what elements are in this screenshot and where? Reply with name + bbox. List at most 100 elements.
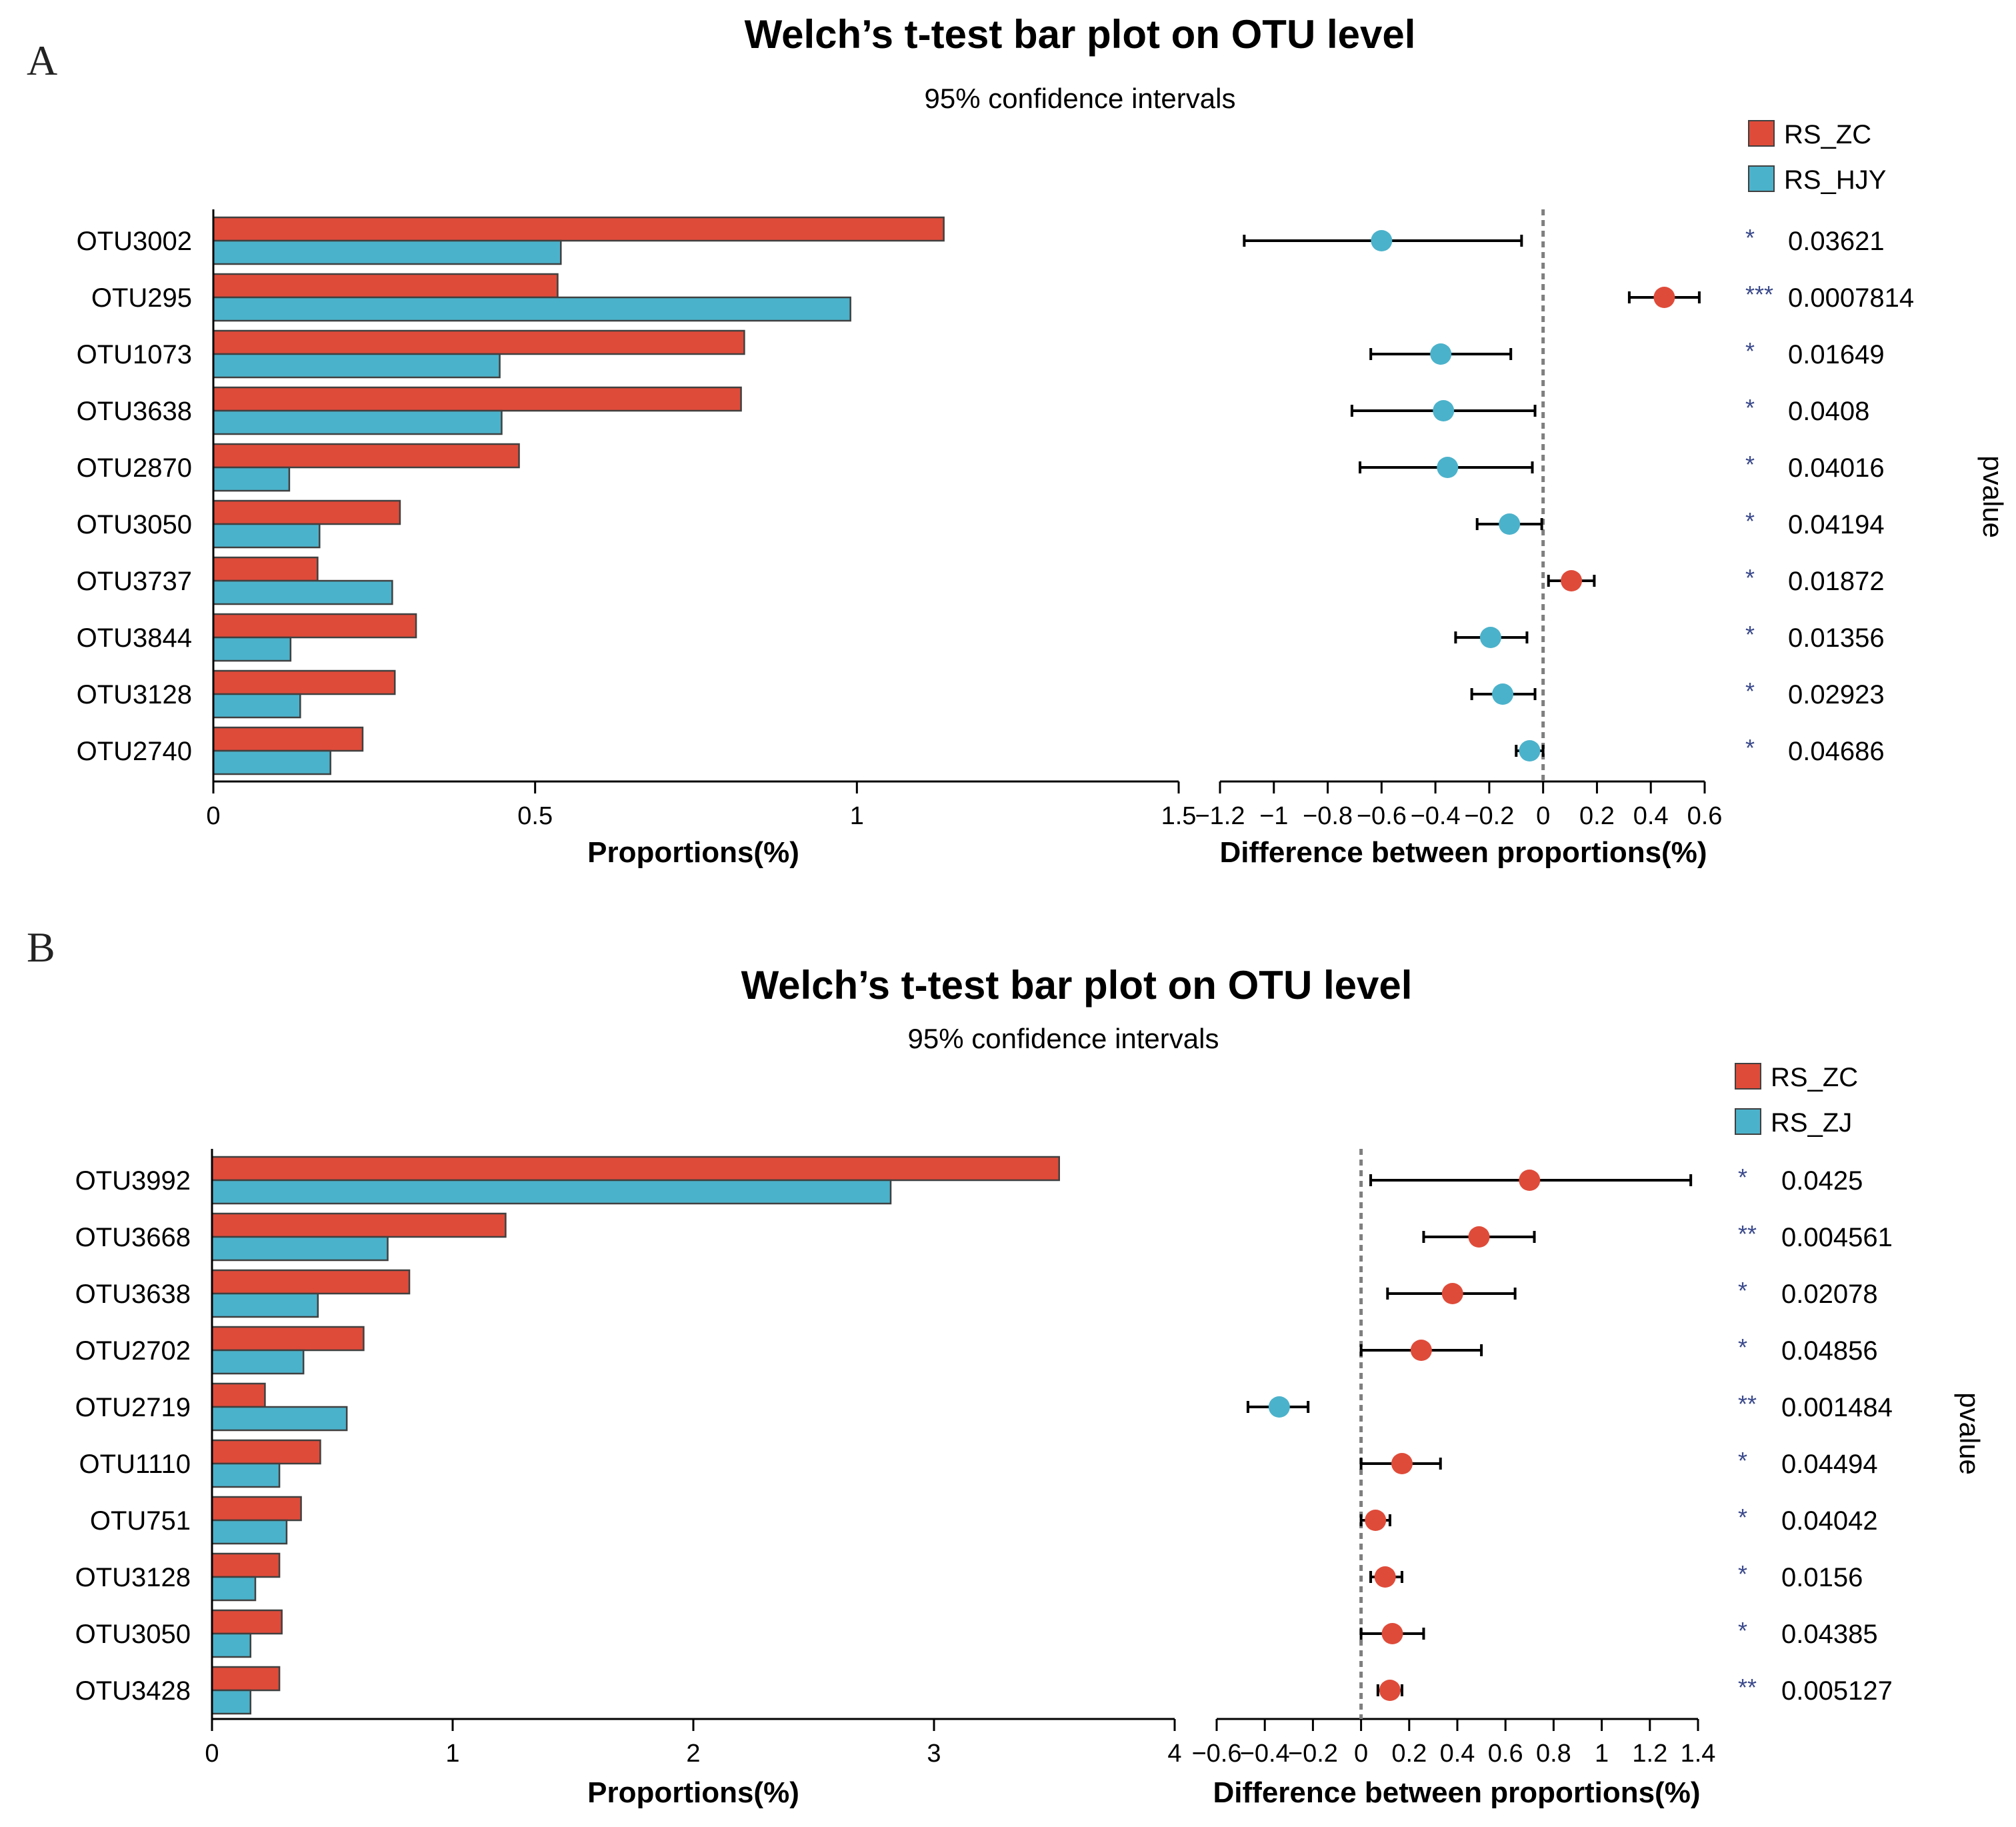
y-tick-label: OTU3844 [77,623,192,653]
diff-x-tick-label: −1.2 [1195,802,1245,830]
diff-x-tick-label: 0.4 [1633,802,1669,830]
pvalue-axis-label: pvalue [1977,455,2009,538]
y-tick-label: OTU3638 [77,397,192,426]
x-tick-label: 1 [445,1740,459,1768]
diff-x-tick-label: 0.2 [1391,1740,1427,1768]
bar-group1 [212,273,559,299]
legend-label-group2: RS_HJY [1784,165,1886,195]
y-tick-label: OTU2740 [77,737,192,766]
bar-group2 [212,353,501,379]
diff-point [1410,1340,1432,1361]
pvalue-label: 0.001484 [1781,1393,1893,1422]
x-axis-label-difference: Difference between proportions(%) [1220,836,1707,869]
x-axis-label-proportions: Proportions(%) [587,1776,799,1809]
bar-group1 [211,1666,281,1692]
legend-swatch-group1 [1735,1063,1761,1090]
bar-group2 [211,1349,305,1375]
significance-stars: * [1745,734,1755,761]
significance-stars: * [1745,394,1755,421]
bar-group1 [211,1382,266,1408]
diff-x-tick-label: −0.2 [1464,802,1514,830]
y-tick-label: OTU1110 [79,1450,191,1479]
bar-group1 [212,386,742,412]
pvalue-label: 0.0408 [1788,397,1869,426]
bar-group1 [211,1552,281,1578]
bar-group2 [211,1689,252,1715]
pvalue-label: 0.03621 [1788,227,1885,256]
bar-group2 [212,579,393,605]
y-tick-label: OTU3668 [75,1223,191,1252]
bar-group1 [211,1326,365,1352]
y-tick-label: OTU2870 [77,453,192,483]
y-tick-label: OTU3050 [77,510,192,539]
bar-group1 [212,216,945,242]
bar-group1 [211,1439,321,1465]
diff-point [1374,1566,1396,1588]
bar-group2 [211,1462,281,1488]
diff-x-tick-label: 1 [1595,1740,1609,1768]
y-tick-label: OTU3638 [75,1280,191,1309]
y-tick-label: OTU3992 [75,1166,191,1196]
bar-group2 [212,239,562,265]
diff-point [1433,400,1455,421]
chart-title: Welch’s t-test bar plot on OTU level [745,12,1416,57]
legend-label-group1: RS_ZC [1771,1063,1858,1092]
bar-group1 [212,556,319,582]
legend: RS_ZC RS_ZJ [1735,1063,1858,1138]
x-tick-label: 1.5 [1161,802,1197,830]
chart-title: Welch’s t-test bar plot on OTU level [741,963,1413,1008]
panel-a: A Welch’s t-test bar plot on OTU level 9… [27,12,2009,869]
significance-stars: ** [1738,1390,1757,1418]
diff-x-tick-label: −1 [1259,802,1288,830]
diff-point [1653,287,1675,308]
diff-point [1381,1623,1403,1644]
diff-point [1492,683,1514,705]
significance-stars: * [1745,337,1755,365]
bar-group2 [212,466,291,492]
pvalue-label: 0.02923 [1788,680,1885,709]
bar-group2 [211,1576,257,1602]
bar-group1 [212,669,396,695]
pvalue-label: 0.04686 [1788,737,1885,766]
significance-stars: * [1738,1164,1747,1191]
bar-group1 [211,1496,302,1522]
significance-stars: *** [1745,281,1773,308]
legend-label-group2: RS_ZJ [1771,1108,1852,1138]
pvalue-label: 0.04494 [1781,1450,1878,1479]
bar-group1 [211,1609,283,1635]
pvalue-label: 0.01872 [1788,567,1885,596]
significance-stars: * [1738,1617,1747,1644]
bar-group1 [212,329,745,355]
y-tick-label: OTU3128 [75,1563,191,1592]
x-axis-label-proportions: Proportions(%) [587,836,799,869]
legend-swatch-group1 [1748,120,1775,147]
diff-x-tick-label: 0 [1536,802,1550,830]
y-tick-label: OTU3002 [77,227,192,256]
pvalue-label: 0.04856 [1781,1336,1878,1366]
diff-x-tick-label: −0.2 [1288,1740,1338,1768]
pvalue-label: 0.0425 [1781,1166,1863,1196]
significance-stars: ** [1738,1220,1757,1248]
diff-point [1365,1510,1387,1531]
chart-subtitle: 95% confidence intervals [925,83,1236,114]
pvalue-label: 0.004561 [1781,1223,1893,1252]
bar-group1 [211,1156,1060,1182]
diff-x-tick-label: 0.6 [1687,802,1723,830]
bar-group2 [212,409,503,435]
pvalue-label: 0.04042 [1781,1506,1878,1536]
bar-group1 [212,613,417,639]
legend-swatch-group2 [1748,165,1775,192]
diff-point [1468,1226,1490,1248]
pvalue-label: 0.04385 [1781,1620,1878,1649]
bar-group2 [212,693,301,719]
y-tick-label: OTU3428 [75,1676,191,1706]
x-tick-label: 4 [1167,1740,1181,1768]
significance-stars: * [1738,1277,1747,1304]
bar-group2 [211,1632,252,1658]
diff-point [1391,1453,1413,1474]
x-axis-label-difference: Difference between proportions(%) [1213,1776,1701,1809]
chart-subtitle: 95% confidence intervals [908,1023,1219,1054]
y-tick-label: OTU295 [91,283,192,313]
x-tick-label: 3 [927,1740,941,1768]
